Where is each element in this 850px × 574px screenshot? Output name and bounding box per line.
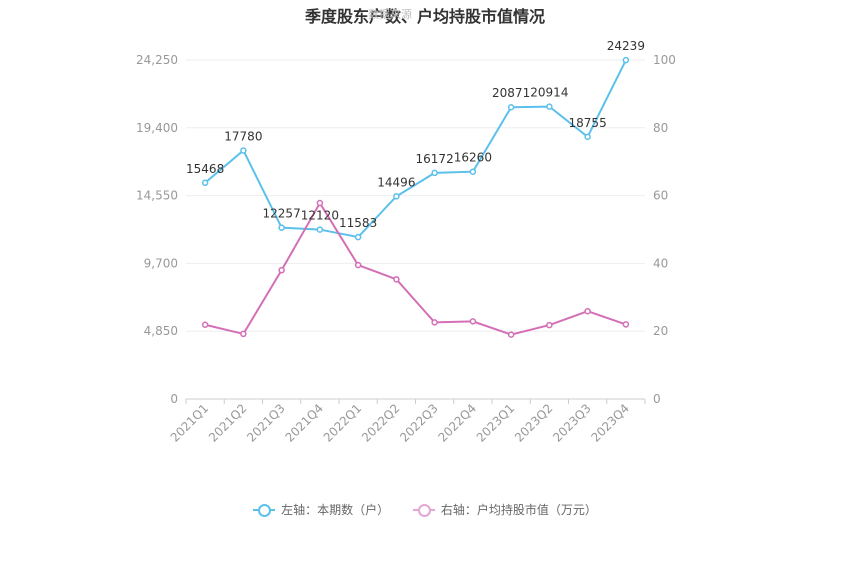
avg-holding-value-point	[201, 321, 209, 329]
left-axis-tick-label: 4,850	[144, 324, 178, 338]
avg-holding-value-point	[507, 331, 515, 338]
households-point	[546, 103, 553, 110]
avg-holding-value-point	[278, 266, 285, 274]
watermark-text: 数据来源	[368, 8, 412, 21]
x-axis-tick-label: 2021Q4	[282, 401, 326, 445]
legend-label-right: 右轴：户均持股市值（万元）	[440, 503, 597, 517]
legend-item-left-series[interactable]: 左轴：本期数（户）	[253, 501, 389, 518]
data-label: 17780	[224, 129, 262, 143]
x-axis-tick-label: 2023Q4	[588, 401, 632, 445]
data-label: 18755	[569, 116, 607, 130]
legend-label-left: 左轴：本期数（户）	[281, 503, 390, 517]
left-axis-tick-label: 19,400	[136, 121, 178, 135]
households-point	[316, 226, 324, 233]
data-label: 15468	[186, 162, 224, 176]
households-point	[240, 147, 247, 154]
x-axis-tick-label: 2023Q2	[512, 401, 556, 445]
households-point	[469, 168, 477, 175]
households-point	[393, 193, 400, 200]
avg-holding-value-point	[393, 276, 400, 283]
households-point	[622, 56, 630, 64]
legend-marker-left-icon	[253, 503, 276, 517]
avg-holding-value-point	[546, 321, 553, 329]
x-axis-tick-label: 2023Q1	[474, 401, 518, 445]
data-label: 20914	[530, 86, 568, 100]
x-axis-tick-label: 2021Q2	[206, 401, 250, 445]
x-axis-tick-label: 2022Q1	[321, 401, 365, 445]
avg-holding-value-point	[240, 330, 247, 338]
data-label: 14496	[377, 175, 415, 189]
x-axis-tick-label: 2023Q3	[550, 401, 594, 445]
left-axis-tick-label: 0	[170, 392, 178, 406]
x-axis-tick-label: 2022Q3	[397, 401, 441, 445]
legend: 左轴：本期数（户） 右轴：户均持股市值（万元）	[0, 501, 850, 519]
avg-holding-value-point	[584, 307, 591, 315]
x-axis-tick-label: 2022Q2	[359, 401, 403, 445]
data-label: 16260	[454, 151, 492, 165]
data-label: 20871	[492, 86, 530, 100]
left-axis-tick-label: 9,700	[144, 256, 178, 270]
households-point	[278, 224, 285, 231]
avg-holding-value-point	[622, 321, 630, 328]
data-label: 11583	[339, 216, 377, 230]
avg-holding-value-point	[431, 319, 438, 326]
households-point	[201, 179, 209, 187]
series-layer	[201, 56, 630, 338]
series-line-avg-holding-value	[204, 201, 627, 336]
households-point	[431, 169, 438, 177]
avg-holding-value-point	[316, 199, 324, 207]
chart-title: 季度股东户数、户均持股市值情况	[304, 7, 545, 26]
axis-layer: 0 0 4,850 20 9,700 40 14,550 60 19,400 80 24,250 10…	[136, 53, 676, 445]
right-axis-tick-label: 20	[653, 324, 668, 338]
right-axis-tick-label: 40	[653, 256, 668, 270]
series-line-households	[204, 59, 627, 239]
avg-holding-value-point	[469, 318, 477, 325]
x-axis-tick-label: 2021Q1	[168, 401, 212, 445]
households-point	[507, 103, 515, 111]
legend-marker-right-icon	[412, 503, 435, 517]
x-axis-tick-label: 2022Q4	[435, 401, 479, 445]
households-point	[354, 233, 362, 241]
right-axis-tick-label: 100	[653, 53, 676, 67]
data-label: 24239	[607, 39, 645, 53]
data-label: 16172	[416, 152, 454, 166]
avg-holding-value-point	[354, 261, 362, 269]
right-axis-tick-label: 80	[653, 121, 668, 135]
data-label: 12257	[263, 207, 301, 221]
left-axis-tick-label: 14,550	[136, 189, 178, 203]
data-label: 12120	[301, 209, 339, 223]
right-axis-tick-label: 60	[653, 189, 668, 203]
x-axis-tick-label: 2021Q3	[244, 401, 288, 445]
left-axis-tick-label: 24,250	[136, 53, 178, 67]
grid-layer	[186, 59, 645, 400]
right-axis-tick-label: 0	[653, 392, 661, 406]
households-point	[584, 133, 591, 141]
legend-item-right-series[interactable]: 右轴：户均持股市值（万元）	[412, 501, 597, 518]
